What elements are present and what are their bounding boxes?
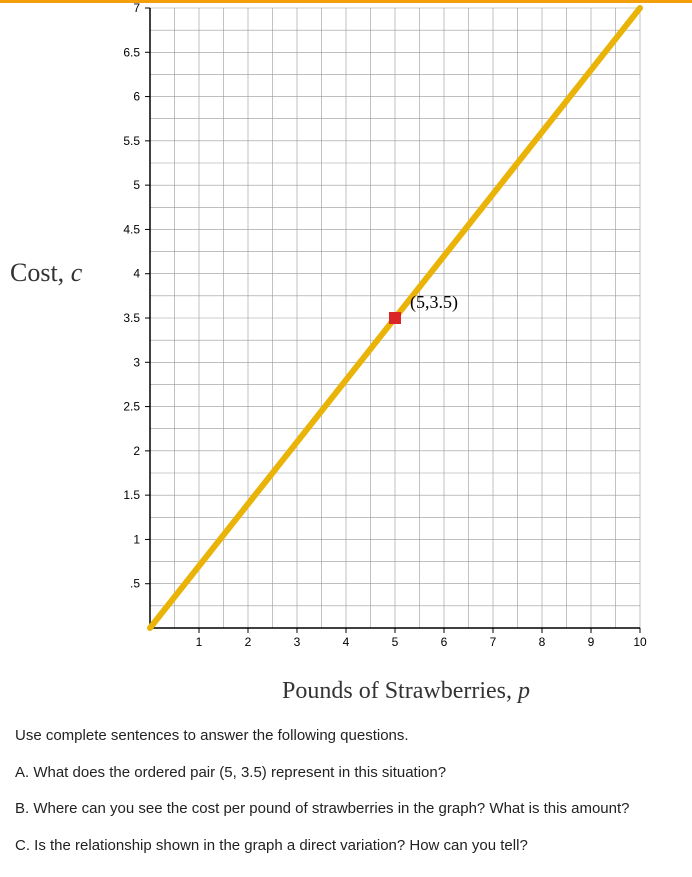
chart-container: Cost, c 1 2 3 4 5 6 7 8 9 10 .5 1 1.5 2 2.5 3 3.5 4 4.5 5 5.…	[0, 3, 692, 705]
x-axis-label: Pounds of Strawberries, p	[120, 678, 692, 705]
svg-text:2: 2	[133, 444, 140, 458]
question-b: B. Where can you see the cost per pound …	[15, 798, 677, 821]
svg-text:6: 6	[133, 90, 140, 104]
svg-text:4: 4	[133, 267, 140, 281]
x-axis-label-text: Pounds of Strawberries,	[282, 678, 518, 704]
svg-text:1: 1	[133, 532, 140, 546]
svg-text:10: 10	[633, 635, 647, 649]
question-a: A. What does the ordered pair (5, 3.5) r…	[15, 762, 677, 785]
svg-text:4: 4	[343, 635, 350, 649]
svg-text:5.5: 5.5	[123, 134, 140, 148]
svg-text:3: 3	[133, 355, 140, 369]
questions-block: Use complete sentences to answer the fol…	[15, 725, 677, 857]
svg-text:3: 3	[294, 635, 301, 649]
y-axis-label: Cost, c	[10, 258, 82, 288]
svg-text:2: 2	[245, 635, 252, 649]
y-axis-label-var: c	[71, 258, 83, 287]
y-axis-label-text: Cost,	[10, 258, 71, 287]
svg-text:6: 6	[441, 635, 448, 649]
svg-text:5: 5	[392, 635, 399, 649]
question-c: C. Is the relationship shown in the grap…	[15, 835, 677, 858]
svg-text:6.5: 6.5	[123, 45, 140, 59]
svg-text:3.5: 3.5	[123, 311, 140, 325]
svg-text:8: 8	[539, 635, 546, 649]
svg-text:7: 7	[133, 3, 140, 15]
svg-text:4.5: 4.5	[123, 222, 140, 236]
svg-text:2.5: 2.5	[123, 400, 140, 414]
question-intro: Use complete sentences to answer the fol…	[15, 725, 677, 748]
chart-svg: 1 2 3 4 5 6 7 8 9 10 .5 1 1.5 2 2.5 3 3.5 4 4.5 5 5.5 6 6.5 7 (5…	[0, 3, 692, 673]
svg-text:5: 5	[133, 178, 140, 192]
svg-text:9: 9	[588, 635, 595, 649]
svg-text:.5: .5	[130, 577, 140, 591]
svg-text:(5,3.5): (5,3.5)	[410, 292, 458, 313]
svg-text:1: 1	[196, 635, 203, 649]
svg-text:7: 7	[490, 635, 497, 649]
x-axis-label-var: p	[518, 678, 530, 704]
svg-text:1.5: 1.5	[123, 488, 140, 502]
